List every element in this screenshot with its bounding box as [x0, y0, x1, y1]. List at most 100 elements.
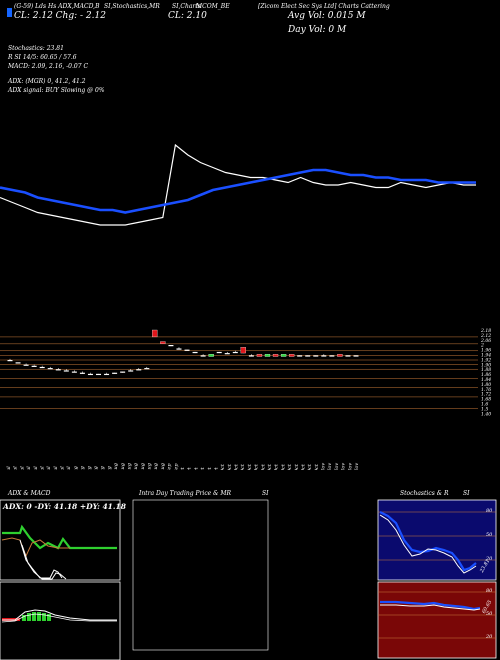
date-label: 24 Jul [33, 466, 39, 470]
candles [7, 329, 359, 376]
stoch-tick-80: 80 [486, 508, 493, 514]
date-label: 6 Aug [100, 466, 106, 470]
candle-up [176, 348, 182, 350]
date-label: 13 Oct [234, 463, 240, 470]
rsi-tick-20: 20 [486, 634, 493, 640]
date-label: 16 Aug [147, 463, 153, 470]
date-label: 27 Oct [301, 463, 307, 470]
date-label: 04 Nov [341, 463, 347, 470]
date-label: 26 Jul [46, 466, 52, 470]
candle-up [39, 366, 45, 369]
candle-up [55, 369, 61, 371]
price-chart: 2.182.122.0621.961.941.921.901.881.861.8… [0, 143, 491, 470]
price-axis-label: 1.84 [481, 377, 491, 383]
date-label: 08 Nov [347, 463, 353, 470]
adx-readout: ADX: (MGR) 0, 41.2, 41.2 [8, 78, 86, 85]
candle-up [31, 365, 37, 367]
header-line-left: (G-59) Lds Hs ADX,MACD,B [14, 3, 100, 10]
price-axis-label: 2.18 [480, 328, 491, 334]
header-avg-vol: Avg Vol: 0.015 M [288, 11, 366, 21]
intraday-panel-frame [132, 499, 269, 651]
header-symbol: MCOM_BE [196, 3, 230, 10]
date-label: 18 Oct [254, 463, 260, 470]
date-label: 7 Oct [207, 466, 213, 470]
date-label: 29 Sep [173, 463, 179, 470]
candle-up [128, 370, 134, 372]
price-axis-label: 1.80 [481, 382, 491, 388]
header-day-vol: Day Vol: 0 M [288, 25, 347, 35]
macd-signal-line [1, 613, 117, 623]
intraday-panel-title-2: SI [262, 490, 269, 497]
date-label: 25 Jul [40, 466, 46, 470]
candle-up [63, 370, 69, 372]
candle-up [280, 354, 287, 357]
date-label: 5 Aug [93, 466, 99, 470]
date-label: 1 Aug [73, 466, 79, 470]
date-label: 09 Nov [354, 463, 360, 470]
candle-down [337, 354, 343, 357]
candle-up [79, 372, 85, 374]
candle-up [200, 355, 206, 357]
date-label: 02 Nov [327, 463, 333, 470]
adx-white-line-2 [21, 544, 67, 580]
date-label: 28 Jul [60, 466, 66, 470]
candle-up [104, 373, 110, 376]
rsi-tick-80: 80 [486, 588, 493, 594]
candle-down [168, 345, 174, 347]
price-axis-label: 1.68 [481, 397, 491, 403]
header-company: [Zicom Elect Sec Sys Ltd] Charts Catteri… [258, 3, 390, 10]
rsi-readout: R SI 14/5: 60.65 / 57.6 [8, 54, 77, 61]
adx-green-line [2, 524, 117, 550]
adx-panel-frame [0, 499, 121, 581]
stochastics-readout: Stochastics: 23.81 [8, 45, 64, 52]
stoch-d-line [379, 514, 477, 574]
candle-up [112, 372, 118, 374]
date-label: 03 Nov [334, 463, 340, 470]
date-label: 14 Oct [240, 463, 246, 470]
average-lines [0, 143, 476, 226]
date-label: 23 Jul [26, 466, 32, 470]
stoch-value-label: 23.81 [478, 558, 492, 574]
sma-white-line [0, 143, 476, 226]
candle-up [136, 369, 142, 371]
price-axis-label: 1.76 [481, 387, 491, 393]
macd-histogram [2, 612, 51, 621]
rsi-panel-frame [377, 581, 497, 659]
date-label: 9 Aug [106, 466, 112, 470]
date-label: 1 Oct [180, 466, 186, 470]
candle-up [7, 360, 13, 362]
candle-up [305, 355, 311, 357]
header-cl-prefix: CL: 2.12 Chg: - 2.12 [14, 11, 106, 21]
date-label: 12 Aug [127, 463, 133, 470]
adx-macd-panel-title: ADX & MACD [8, 490, 51, 497]
price-axis-label: 2 [480, 343, 484, 349]
date-label: 22 Jul [19, 466, 25, 470]
date-label: 6 Oct [200, 466, 206, 470]
date-label: 22 Oct [280, 463, 286, 470]
date-label: 20 Jul [6, 466, 12, 470]
candle-up [321, 355, 327, 357]
date-label: 29 Oct [314, 463, 320, 470]
candle-down [192, 351, 198, 354]
adx-orange-line [1, 537, 70, 558]
date-label: 21 Aug [153, 463, 159, 470]
date-label: 21 Jul [13, 466, 19, 470]
price-axis-label: 1.72 [481, 392, 491, 398]
candle-up [23, 364, 29, 366]
candle-up [144, 368, 150, 370]
candle-up [120, 371, 126, 373]
candle-up [264, 354, 271, 357]
candle-down [288, 354, 295, 357]
date-label: 26 Oct [294, 463, 300, 470]
candle-up [313, 355, 319, 357]
ema-blue-line [0, 168, 476, 214]
candle-up [87, 373, 93, 376]
date-label: 4 Oct [187, 466, 193, 470]
candle-down [329, 355, 335, 357]
date-label: 22 Aug [160, 463, 166, 470]
price-axis-label: 2.06 [480, 338, 491, 344]
date-label: 4 Aug [86, 466, 92, 470]
candle-up [345, 355, 351, 357]
adx-panel-readout: ADX: 0 -DY: 41.18 +DY: 41.18 [3, 502, 126, 511]
candle-up [47, 368, 53, 370]
